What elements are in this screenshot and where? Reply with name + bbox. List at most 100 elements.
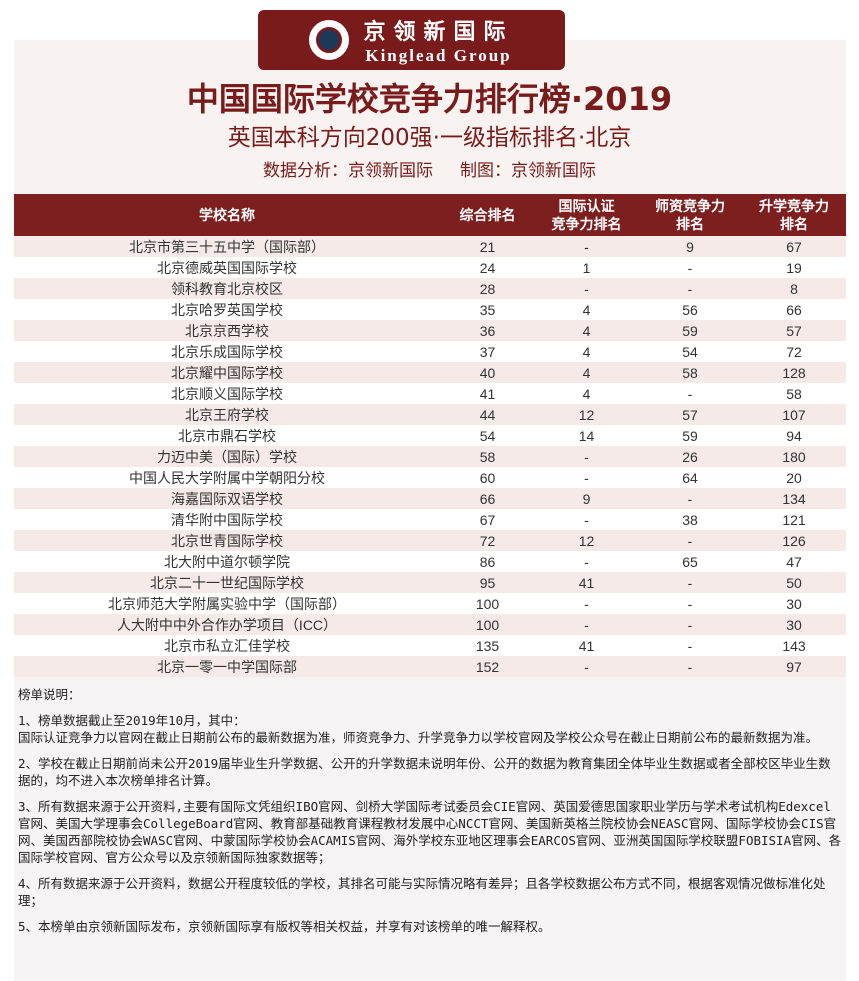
rank-cell: 152 xyxy=(440,656,535,677)
rank-cell: 30 xyxy=(742,614,846,635)
rank-cell: 66 xyxy=(742,299,846,320)
rank-cell: - xyxy=(638,572,742,593)
school-name: 北京乐成国际学校 xyxy=(14,341,440,362)
kinglead-logo: 京领新国际 Kinglead Group xyxy=(258,10,565,70)
school-name: 北京耀中国际学校 xyxy=(14,362,440,383)
table-row: 北京师范大学附属实验中学（国际部） 100- -30 xyxy=(14,593,846,614)
rank-cell: 180 xyxy=(742,446,846,467)
rank-cell: 14 xyxy=(535,425,638,446)
rank-cell: - xyxy=(535,446,638,467)
rank-cell: 57 xyxy=(638,404,742,425)
column-header: 国际认证 竞争力排名 xyxy=(535,194,638,236)
table-row: 北京市第三十五中学（国际部） 21-9 67 xyxy=(14,236,846,257)
seal-icon xyxy=(309,20,350,60)
rank-cell: 67 xyxy=(742,236,846,257)
rank-cell: 41 xyxy=(440,383,535,404)
table-row: 北京一零一中学国际部 152- -97 xyxy=(14,656,846,677)
table-row: 北京耀中国际学校 40 4 58 128 xyxy=(14,362,846,383)
rank-cell: 66 xyxy=(440,488,535,509)
school-name: 中国人民大学附属中学朝阳分校 xyxy=(14,467,440,488)
rank-cell: 58 xyxy=(742,383,846,404)
table-row: 北大附中道尔顿学院 86-65 47 xyxy=(14,551,846,572)
rank-cell: 97 xyxy=(742,656,846,677)
rank-cell: 20 xyxy=(742,467,846,488)
school-name: 力迈中美（国际）学校 xyxy=(14,446,440,467)
page-title: 中国国际学校竞争力排行榜·2019 xyxy=(186,80,673,118)
rank-cell: - xyxy=(535,593,638,614)
rank-cell: 86 xyxy=(440,551,535,572)
credits: 数据分析：京领新国际 制图：京领新国际 xyxy=(262,161,597,181)
rank-cell: 126 xyxy=(742,530,846,551)
school-name: 北京师范大学附属实验中学（国际部） xyxy=(14,593,440,614)
school-name: 北京顺义国际学校 xyxy=(14,383,440,404)
rank-cell: 12 xyxy=(535,530,638,551)
school-name: 清华附中国际学校 xyxy=(14,509,440,530)
rank-cell: 128 xyxy=(742,362,846,383)
rank-cell: - xyxy=(638,278,742,299)
table-row: 北京世青国际学校 72 12-126 xyxy=(14,530,846,551)
table-row: 力迈中美（国际）学校 58-26 180 xyxy=(14,446,846,467)
rank-cell: 37 xyxy=(440,341,535,362)
rank-cell: 72 xyxy=(440,530,535,551)
rank-cell: 4 xyxy=(535,320,638,341)
column-header: 升学竞争力 排名 xyxy=(742,194,846,236)
rank-cell: 9 xyxy=(535,488,638,509)
rank-cell: - xyxy=(535,551,638,572)
rank-cell: 40 xyxy=(440,362,535,383)
table-row: 北京京西学校 36 4 59 57 xyxy=(14,320,846,341)
rank-cell: 41 xyxy=(535,635,638,656)
rank-cell: 47 xyxy=(742,551,846,572)
table-row: 领科教育北京校区 28- -8 xyxy=(14,278,846,299)
table-row: 北京顺义国际学校 41 4-58 xyxy=(14,383,846,404)
table-row: 海嘉国际双语学校 66 9-134 xyxy=(14,488,846,509)
rank-cell: 121 xyxy=(742,509,846,530)
table-row: 北京乐成国际学校 37 4 54 72 xyxy=(14,341,846,362)
rank-cell: - xyxy=(638,635,742,656)
logo-cn: 京领新国际 xyxy=(363,20,514,45)
column-header: 综合排名 xyxy=(440,194,535,236)
school-name: 北京德威英国国际学校 xyxy=(14,257,440,278)
rank-cell: 8 xyxy=(742,278,846,299)
rank-cell: - xyxy=(638,614,742,635)
table-row: 北京哈罗英国学校 35 4 56 66 xyxy=(14,299,846,320)
rank-cell: 24 xyxy=(440,257,535,278)
rank-cell: - xyxy=(638,593,742,614)
column-header: 学校名称 xyxy=(14,194,440,236)
rank-cell: 4 xyxy=(535,383,638,404)
rank-cell: 54 xyxy=(638,341,742,362)
rank-cell: - xyxy=(638,383,742,404)
rank-cell: 58 xyxy=(440,446,535,467)
table-row: 北京市鼎石学校 54 14 59 94 xyxy=(14,425,846,446)
rank-cell: 134 xyxy=(742,488,846,509)
rank-cell: - xyxy=(638,257,742,278)
rank-cell: 143 xyxy=(742,635,846,656)
rank-cell: 67 xyxy=(440,509,535,530)
rank-cell: 19 xyxy=(742,257,846,278)
school-name: 北大附中道尔顿学院 xyxy=(14,551,440,572)
page-subtitle: 英国本科方向200强·一级指标排名·北京 xyxy=(227,125,632,151)
column-header: 师资竞争力 排名 xyxy=(638,194,742,236)
school-name: 北京哈罗英国学校 xyxy=(14,299,440,320)
rank-cell: - xyxy=(535,509,638,530)
rank-cell: 4 xyxy=(535,299,638,320)
rank-cell: 30 xyxy=(742,593,846,614)
table-row: 清华附中国际学校 67-38 121 xyxy=(14,509,846,530)
table-row: 中国人民大学附属中学朝阳分校 60-64 20 xyxy=(14,467,846,488)
rank-cell: 59 xyxy=(638,320,742,341)
note-item: 4、所有数据来源于公开资料，数据公开程度较低的学校，其排名可能与实际情况略有差异… xyxy=(18,876,826,908)
rank-cell: 56 xyxy=(638,299,742,320)
notes-heading: 榜单说明： xyxy=(18,687,81,702)
table-row: 北京二十一世纪国际学校 95 41-50 xyxy=(14,572,846,593)
school-name: 海嘉国际双语学校 xyxy=(14,488,440,509)
rank-cell: 94 xyxy=(742,425,846,446)
rank-cell: - xyxy=(535,236,638,257)
rank-cell: 95 xyxy=(440,572,535,593)
school-name: 北京市第三十五中学（国际部） xyxy=(14,236,440,257)
ranking-table: 学校名称 综合排名 国际认证 竞争力排名 师资竞争力 排名 升学竞争力 排名 北京市第三… xyxy=(14,194,846,677)
rank-cell: - xyxy=(535,614,638,635)
rank-cell: - xyxy=(535,656,638,677)
rank-cell: 4 xyxy=(535,362,638,383)
note-item: 5、本榜单由京领新国际发布，京领新国际享有版权等相关权益，并享有对该榜单的唯一解… xyxy=(18,919,551,934)
rank-cell: 4 xyxy=(535,341,638,362)
notes-section: 榜单说明： 1、榜单数据截止至2019年10月，其中： 国际认证竞争力以官网在截… xyxy=(14,680,846,981)
